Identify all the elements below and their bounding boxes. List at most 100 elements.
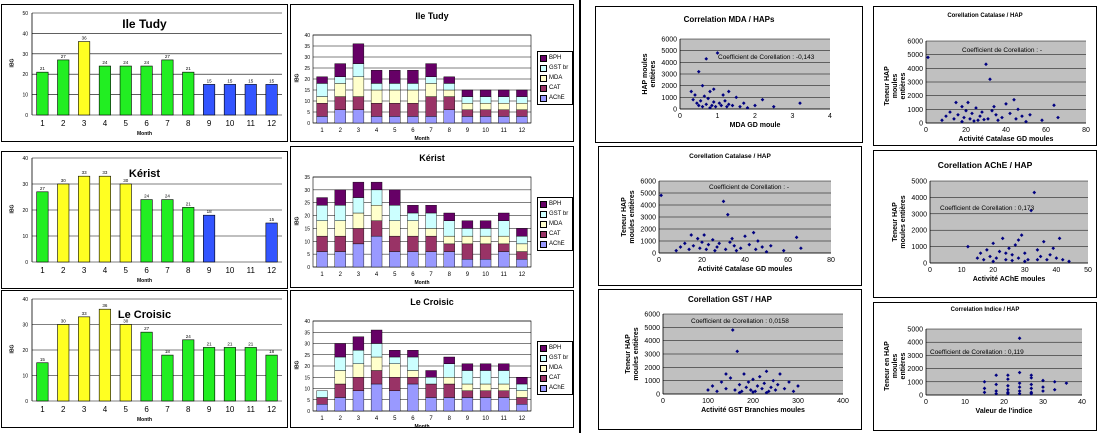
stack-segment [334, 356, 346, 371]
stack-segment [425, 251, 437, 268]
data-point [1052, 103, 1056, 108]
bar [203, 347, 216, 402]
stack-segment [443, 377, 455, 385]
chart-title: Corellation AChE / HAP [937, 160, 1033, 170]
stack-segment [443, 383, 455, 398]
stack-segment [407, 220, 419, 237]
stack-segment [516, 102, 528, 110]
legend-item: CAT [540, 373, 570, 383]
data-point [982, 117, 986, 122]
stack-segment [334, 397, 346, 412]
y-tick-label: 30 [304, 55, 310, 61]
stack-segment [352, 336, 365, 351]
data-point [1004, 257, 1008, 262]
y-tick-label: 5000 [661, 48, 677, 55]
x-tick-label: 9 [466, 416, 470, 422]
data-point [723, 98, 727, 103]
data-point [755, 384, 760, 388]
stack-segment [316, 220, 328, 237]
y-tick-label: 5000 [907, 327, 923, 334]
x-tick-label: 12 [519, 128, 526, 134]
bar-chart-svg: 0102030401513023333643052761872482192110… [22, 297, 282, 414]
stack-segment [443, 235, 455, 245]
y-tick-label: 10 [304, 387, 310, 393]
stack-segment [389, 69, 401, 84]
data-point [1054, 256, 1059, 260]
stack-segment [334, 205, 346, 221]
bar-value-label: 36 [102, 303, 108, 308]
x-tick-label: 11 [501, 272, 508, 278]
stack-segment [498, 390, 510, 398]
stack-segment [352, 197, 365, 214]
stack-segment [479, 363, 492, 371]
y-axis-label: Teneur HAP moules entières [621, 190, 636, 244]
legend-label: BPH [549, 55, 562, 61]
x-tick-label: 0 [928, 267, 932, 274]
x-tick-label: 3 [82, 405, 87, 414]
legend-swatch [540, 94, 547, 102]
y-tick-label: 6000 [907, 39, 923, 46]
stack-segment [516, 89, 528, 97]
x-axis-label: Month [137, 131, 152, 137]
data-point [1006, 373, 1010, 378]
data-point [706, 242, 711, 247]
x-tick-label: 9 [207, 266, 212, 275]
x-tick-label: 300 [792, 398, 804, 405]
data-point [674, 248, 679, 253]
data-point [764, 369, 769, 374]
stack-segment [461, 89, 474, 97]
data-point [778, 372, 782, 376]
x-tick-label: 3 [357, 272, 361, 278]
bar [244, 84, 257, 116]
stack-segment [516, 243, 528, 252]
x-tick-label: 30 [1039, 399, 1047, 406]
legend-swatch [540, 210, 547, 218]
stack-segment [370, 116, 383, 124]
y-tick-label: 0 [25, 113, 28, 119]
data-point [773, 388, 778, 392]
y-tick-label: 6000 [640, 179, 656, 186]
bar-value-label: 30 [123, 319, 129, 324]
stack-segment [443, 76, 455, 84]
data-point [1032, 190, 1037, 195]
x-tick-label: 40 [1078, 399, 1086, 406]
y-tick-label: 30 [22, 52, 28, 58]
correlation-annotation: Coefficient de Corellation : - [962, 47, 1043, 54]
x-tick-label: 6 [411, 272, 415, 278]
data-point [1040, 118, 1044, 123]
stack-segment [334, 63, 346, 77]
y-tick-label: 2000 [640, 227, 656, 234]
data-point [700, 83, 705, 88]
y-tick-label: 40 [22, 31, 28, 37]
stack-segment [352, 350, 365, 364]
stack-segment [316, 205, 328, 221]
stack-segment [316, 83, 328, 97]
data-point [715, 389, 719, 394]
stack-segment [352, 228, 365, 245]
stack-segment [443, 243, 455, 252]
bar [265, 84, 278, 116]
bar-value-label: 30 [61, 319, 67, 324]
bar-value-label: 24 [144, 194, 150, 199]
stack-segment [389, 377, 401, 391]
legend: BPH GST br MDA CAT AChE [537, 51, 573, 105]
bar [78, 316, 91, 402]
stack-segment [461, 370, 474, 385]
data-point [732, 243, 737, 248]
stack-segment [316, 116, 328, 124]
y-tick-label: 1000 [907, 379, 923, 386]
x-tick-label: 40 [1002, 127, 1010, 134]
x-tick-label: 0 [924, 399, 928, 406]
stack-segment [425, 228, 437, 237]
data-point [1029, 208, 1033, 213]
x-tick-label: 11 [247, 266, 256, 275]
data-point [988, 77, 992, 82]
bar-value-label: 24 [144, 60, 150, 65]
x-tick-label: 10 [225, 119, 234, 128]
data-point [984, 62, 988, 67]
stack-segment [370, 383, 383, 412]
data-point [1017, 336, 1022, 341]
y-axis-label: IBG [9, 58, 16, 68]
data-point [1035, 248, 1040, 252]
bar [161, 59, 174, 116]
